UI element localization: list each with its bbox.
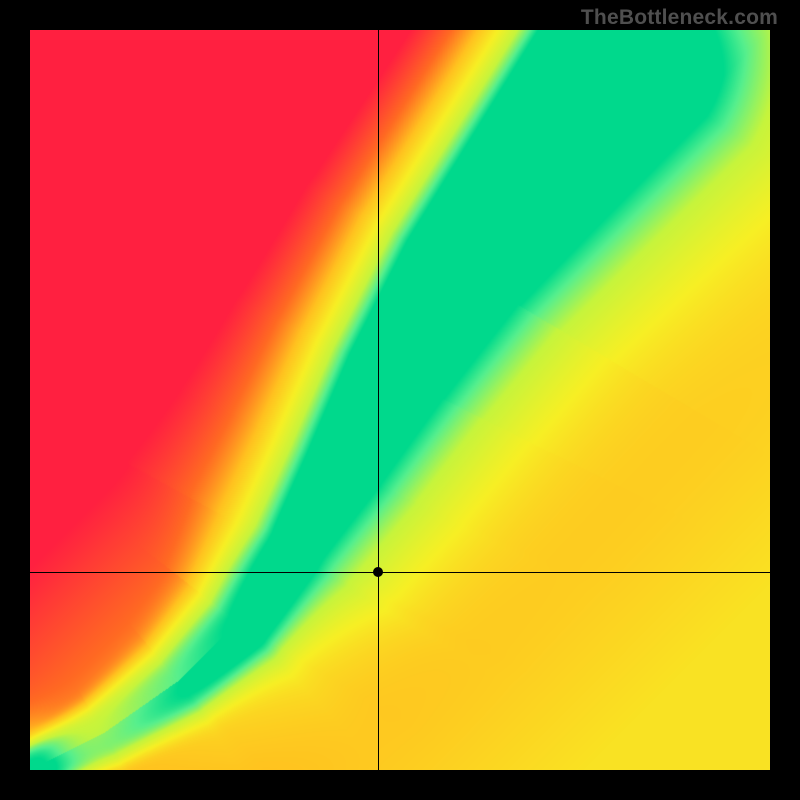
- watermark-text: TheBottleneck.com: [581, 6, 778, 30]
- crosshair-horizontal: [30, 572, 770, 573]
- chart-container: TheBottleneck.com: [0, 0, 800, 800]
- crosshair-marker: [373, 567, 383, 577]
- crosshair-vertical: [378, 30, 379, 770]
- plot-area: [30, 30, 770, 770]
- heatmap-canvas: [30, 30, 770, 770]
